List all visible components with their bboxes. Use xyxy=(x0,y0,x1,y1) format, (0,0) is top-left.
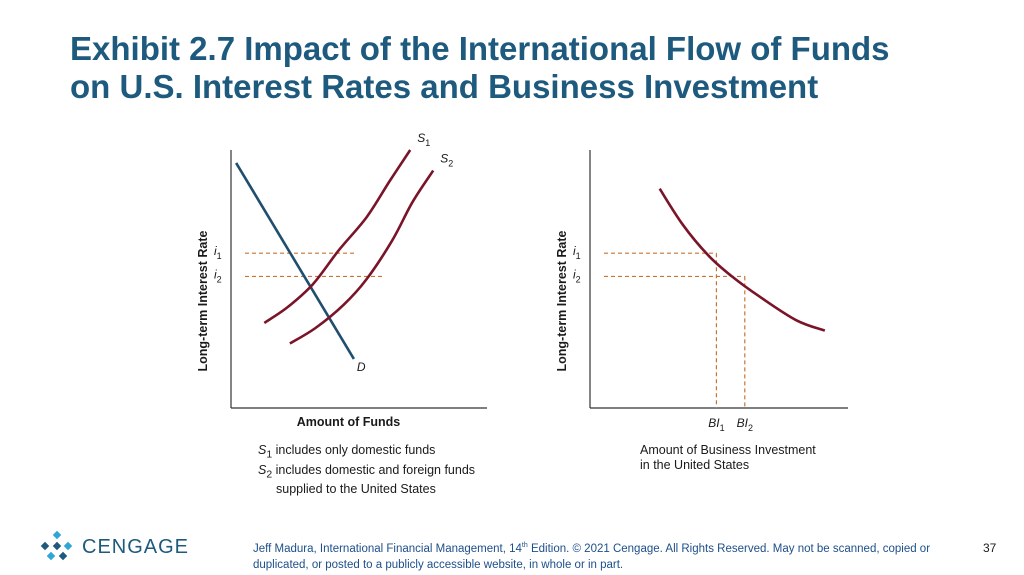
slide-title-line-2: on U.S. Interest Rates and Business Inve… xyxy=(70,68,819,105)
supply-curve-label-s2: S2 xyxy=(440,152,453,169)
funds-rate-label-i2: i2 xyxy=(214,267,222,284)
note-s2-symbol: S xyxy=(258,462,267,477)
funds-rate-label-i1: i1 xyxy=(214,244,222,261)
footer-text-end: Edition. © 2021 Cengage. All Rights Rese… xyxy=(253,542,931,571)
slide-title-line-1: Exhibit 2.7 Impact of the International … xyxy=(70,30,890,67)
footer-edition-sup: th xyxy=(521,542,528,549)
cengage-logo-text: CENGAGE xyxy=(82,535,190,558)
cengage-logo-icon xyxy=(40,531,73,561)
investment-caption-line-2: in the United States xyxy=(640,458,750,472)
investment-axis-caption: Amount of Business Investment in the Uni… xyxy=(640,443,816,473)
investment-amount-label-BI2: BI2 xyxy=(737,416,753,433)
note-s2: S2 includes domestic and foreign funds xyxy=(258,463,475,483)
demand-curve-label: D xyxy=(357,360,366,374)
note-s2-text: includes domestic and foreign funds xyxy=(272,462,476,477)
note-s2-continued: supplied to the United States xyxy=(276,482,436,496)
investment-caption-line-1: Amount of Business Investment xyxy=(640,443,816,457)
note-s1-sub: 1 xyxy=(266,449,273,461)
investment-amount-label-BI1: BI1 xyxy=(708,416,724,433)
note-s1: S1 includes only domestic funds xyxy=(258,443,475,463)
page-number: 37 xyxy=(983,541,997,555)
supply-curve-s1 xyxy=(263,149,412,324)
demand-curve xyxy=(235,162,355,360)
investment-rate-label-2: i2 xyxy=(573,267,581,284)
supply-demand-panel: Long-term Interest Rate Amount of Funds i1… xyxy=(196,131,487,429)
investment-y-axis-label: Long-term Interest Rate xyxy=(555,230,569,371)
note-s1-text: includes only domestic funds xyxy=(272,443,436,457)
funds-x-axis-label: Amount of Funds xyxy=(297,415,400,429)
footer-text-start: Jeff Madura, International Financial Man… xyxy=(253,542,522,555)
business-investment-curve xyxy=(658,188,826,332)
note-s1-symbol: S xyxy=(258,443,267,457)
investment-rate-label-1: i1 xyxy=(573,244,581,261)
cengage-logo: CENGAGE xyxy=(40,531,189,563)
slide-title: Exhibit 2.7 Impact of the International … xyxy=(70,30,1000,106)
supply-notes: S1 includes only domestic funds S2 inclu… xyxy=(258,443,475,497)
note-s2-sub: 2 xyxy=(266,469,273,480)
funds-y-axis-label: Long-term Interest Rate xyxy=(196,230,210,371)
copyright-footer: Jeff Madura, International Financial Man… xyxy=(253,538,953,573)
supply-curve-s2 xyxy=(289,169,435,345)
business-investment-panel: Long-term Interest Rate i1 BI1 i2 BI2 xyxy=(555,150,848,433)
supply-curve-label-s1: S1 xyxy=(417,131,430,148)
